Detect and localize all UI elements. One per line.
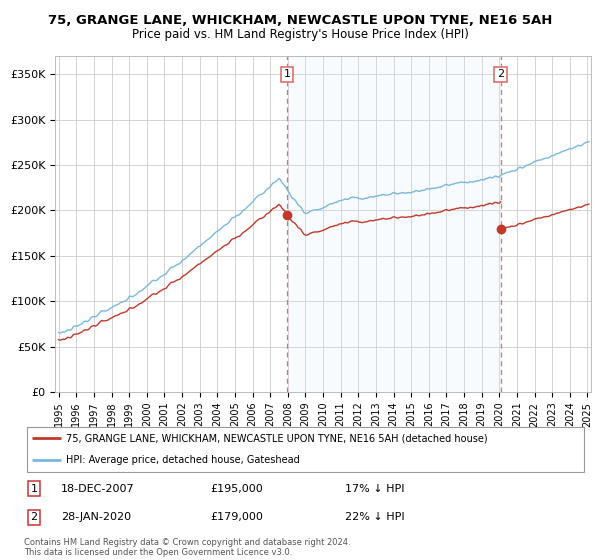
Text: 18-DEC-2007: 18-DEC-2007 [61,484,134,494]
Text: 17% ↓ HPI: 17% ↓ HPI [346,484,405,494]
Text: 75, GRANGE LANE, WHICKHAM, NEWCASTLE UPON TYNE, NE16 5AH (detached house): 75, GRANGE LANE, WHICKHAM, NEWCASTLE UPO… [66,433,488,444]
FancyBboxPatch shape [27,427,584,472]
Bar [287,56,501,392]
Text: Price paid vs. HM Land Registry's House Price Index (HPI): Price paid vs. HM Land Registry's House … [131,28,469,41]
Text: 1: 1 [284,69,290,80]
Text: 2: 2 [497,69,505,80]
Text: 22% ↓ HPI: 22% ↓ HPI [346,512,405,522]
Text: Contains HM Land Registry data © Crown copyright and database right 2024.
This d: Contains HM Land Registry data © Crown c… [24,538,350,557]
Text: HPI: Average price, detached house, Gateshead: HPI: Average price, detached house, Gate… [66,455,300,465]
Text: £195,000: £195,000 [210,484,263,494]
Text: £179,000: £179,000 [210,512,263,522]
Text: 28-JAN-2020: 28-JAN-2020 [61,512,131,522]
Text: 2: 2 [31,512,38,522]
Text: 1: 1 [31,484,38,494]
Text: 75, GRANGE LANE, WHICKHAM, NEWCASTLE UPON TYNE, NE16 5AH: 75, GRANGE LANE, WHICKHAM, NEWCASTLE UPO… [48,14,552,27]
